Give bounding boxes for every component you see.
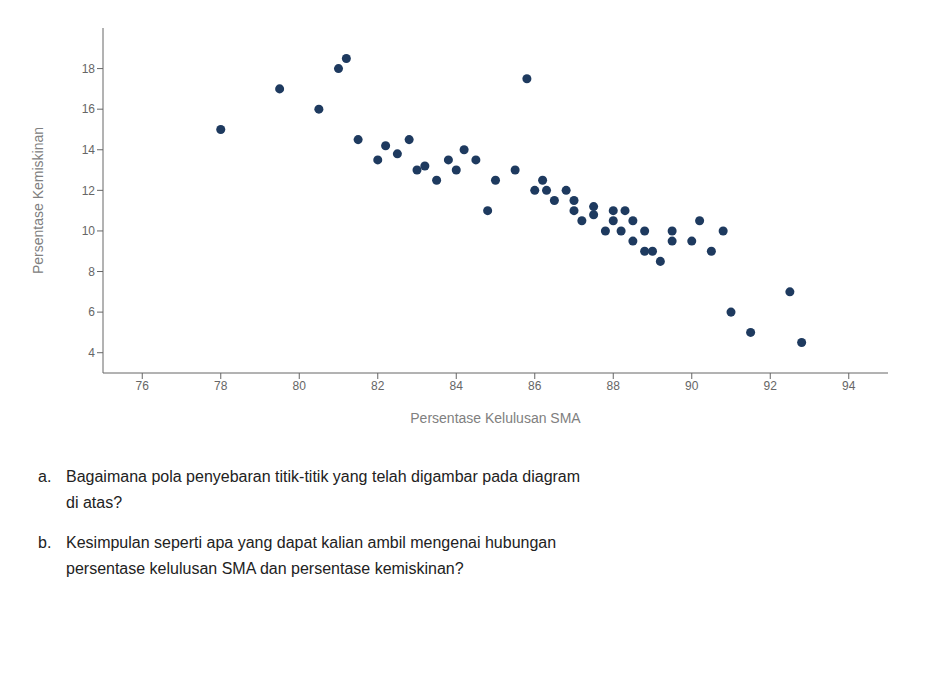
svg-text:88: 88 [607,379,621,393]
svg-text:10: 10 [82,224,96,238]
svg-text:12: 12 [82,184,96,198]
svg-text:80: 80 [293,379,307,393]
html-text:Bagaimana pola penyebaran titi: Bagaimana pola penyebaran titik-titik ya… [66,468,581,485]
html-text:b.: b. [38,534,52,551]
svg-text:8: 8 [88,265,95,279]
svg-text:Persentase Kelulusan SMA: Persentase Kelulusan SMA [410,410,581,426]
html-text:Kesimpulan seperti apa yang da: Kesimpulan seperti apa yang dapat kalian… [66,534,557,551]
svg-text:82: 82 [371,379,385,393]
svg-text:16: 16 [82,102,96,116]
svg-text:92: 92 [764,379,778,393]
svg-text:86: 86 [528,379,542,393]
svg-text:18: 18 [82,62,96,76]
html-text:a.: a. [38,468,52,485]
svg-text:94: 94 [842,379,856,393]
html-text:di atas?: di atas? [66,494,122,511]
html-text:persentase kelulusan SMA dan p: persentase kelulusan SMA dan persentase … [66,560,464,577]
svg-text:6: 6 [88,305,95,319]
svg-text:78: 78 [214,379,228,393]
svg-text:14: 14 [82,143,96,157]
svg-text:4: 4 [88,346,95,360]
svg-text:Persentase Kemiskinan: Persentase Kemiskinan [30,127,46,274]
svg-text:90: 90 [685,379,699,393]
svg-text:76: 76 [136,379,150,393]
svg-text:84: 84 [450,379,464,393]
